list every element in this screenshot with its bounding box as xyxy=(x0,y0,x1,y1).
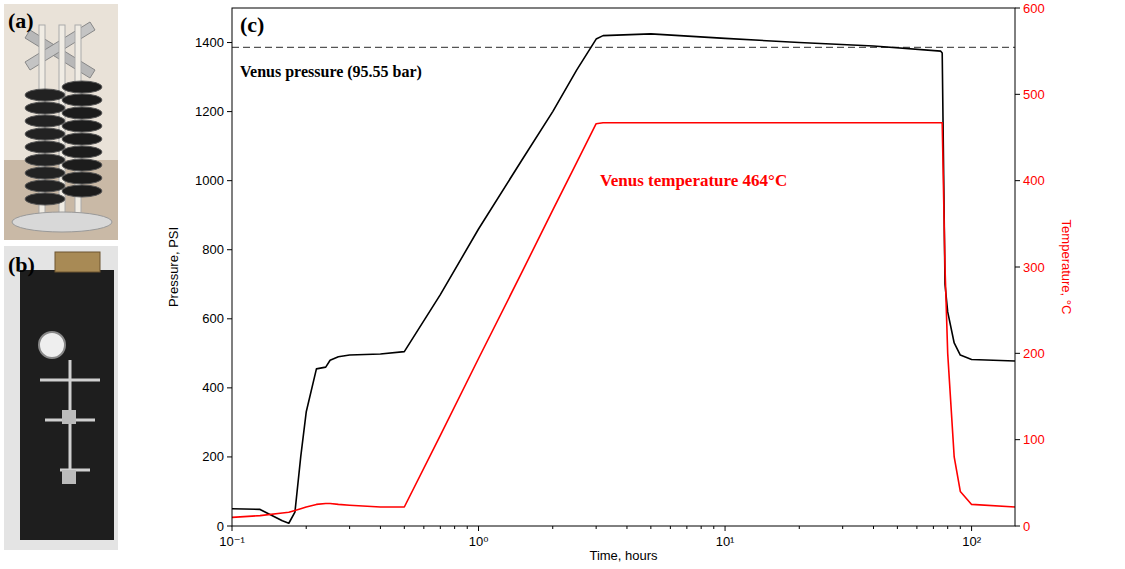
photo-disc xyxy=(62,159,102,171)
photo-disc xyxy=(62,120,102,132)
photo-disc xyxy=(25,141,65,153)
x-tick xyxy=(971,526,972,531)
figure: (a)(b)10⁻¹10⁰10¹10²020040060080010001200… xyxy=(0,0,1125,569)
photo-valve xyxy=(62,470,76,484)
photo-disc xyxy=(25,102,65,114)
photo-background xyxy=(4,160,118,240)
y-tick-label: 0 xyxy=(217,519,224,534)
photo-gauge xyxy=(39,332,65,358)
y2-tick xyxy=(1015,267,1020,268)
photo-disc xyxy=(25,180,65,192)
panel-label: (b) xyxy=(8,252,35,277)
photo-disc xyxy=(25,154,65,166)
photo-background xyxy=(4,246,118,550)
plot-area xyxy=(232,34,1015,523)
photo-disc xyxy=(25,115,65,127)
y2-tick xyxy=(1015,94,1020,95)
x-tick xyxy=(478,526,479,531)
y-tick xyxy=(227,111,232,112)
y2-tick-label: 600 xyxy=(1023,1,1045,16)
photo-disc xyxy=(25,89,65,101)
x-tick-label: 10⁻¹ xyxy=(219,534,245,549)
photo-disc xyxy=(25,193,65,205)
photo-a: (a) xyxy=(4,4,118,240)
reference-label: Venus pressure (95.55 bar) xyxy=(240,63,422,81)
y-tick-label: 1200 xyxy=(195,104,224,119)
x-tick-label: 10¹ xyxy=(716,534,735,549)
x-tick-label: 10⁰ xyxy=(469,534,489,549)
y2-tick xyxy=(1015,8,1020,9)
x-tick xyxy=(232,526,233,531)
y2-axis-title: Temperature, °C xyxy=(1059,220,1074,315)
y-tick xyxy=(227,42,232,43)
photo-disc xyxy=(62,185,102,197)
y2-tick-label: 500 xyxy=(1023,87,1045,102)
x-tick xyxy=(725,526,726,531)
y-axis-title: Pressure, PSI xyxy=(166,227,181,307)
y-tick xyxy=(227,387,232,388)
y2-tick-label: 0 xyxy=(1023,519,1030,534)
photo-background xyxy=(4,4,118,240)
photo-b: (b) xyxy=(4,246,118,550)
y2-tick xyxy=(1015,180,1020,181)
photo-disc xyxy=(25,167,65,179)
y2-tick xyxy=(1015,439,1020,440)
photo-disc xyxy=(62,146,102,158)
photo-vessel xyxy=(55,252,100,272)
y-tick-label: 800 xyxy=(202,242,224,257)
photo-disc xyxy=(62,172,102,184)
y-tick-label: 600 xyxy=(202,311,224,326)
series-line xyxy=(232,34,1015,523)
photo-cabinet xyxy=(20,270,114,540)
annotation: Venus temperature 464°C xyxy=(600,171,787,190)
y-tick xyxy=(227,249,232,250)
plot-frame xyxy=(232,8,1015,526)
photo-disc xyxy=(62,94,102,106)
y-tick xyxy=(227,318,232,319)
photo-disc xyxy=(25,128,65,140)
chart: 10⁻¹ 10⁰ 10¹ 10² 0 200 400 600 800 1000 1200 1400 0 1… xyxy=(166,1,1074,564)
y2-tick-label: 300 xyxy=(1023,260,1045,275)
y2-tick xyxy=(1015,526,1020,527)
y-tick-label: 1400 xyxy=(195,35,224,50)
y-tick-label: 200 xyxy=(202,449,224,464)
photo-disc xyxy=(62,81,102,93)
photo-disc xyxy=(62,133,102,145)
x-axis-title: Time, hours xyxy=(589,548,658,563)
photo-base xyxy=(12,212,112,232)
y-tick xyxy=(227,456,232,457)
x-tick-label: 10² xyxy=(962,534,981,549)
y2-tick-label: 100 xyxy=(1023,432,1045,447)
photo-tubing xyxy=(40,360,100,470)
photo-valve xyxy=(62,410,76,424)
y-tick-label: 400 xyxy=(202,380,224,395)
y2-tick-label: 200 xyxy=(1023,346,1045,361)
y-tick xyxy=(227,526,232,527)
panel-label: (c) xyxy=(240,12,264,37)
y2-tick-label: 400 xyxy=(1023,173,1045,188)
series-line xyxy=(232,123,1015,518)
y-tick-label: 1000 xyxy=(195,173,224,188)
photo-disc xyxy=(62,107,102,119)
y2-tick xyxy=(1015,353,1020,354)
y-tick xyxy=(227,180,232,181)
panel-label: (a) xyxy=(8,8,34,33)
